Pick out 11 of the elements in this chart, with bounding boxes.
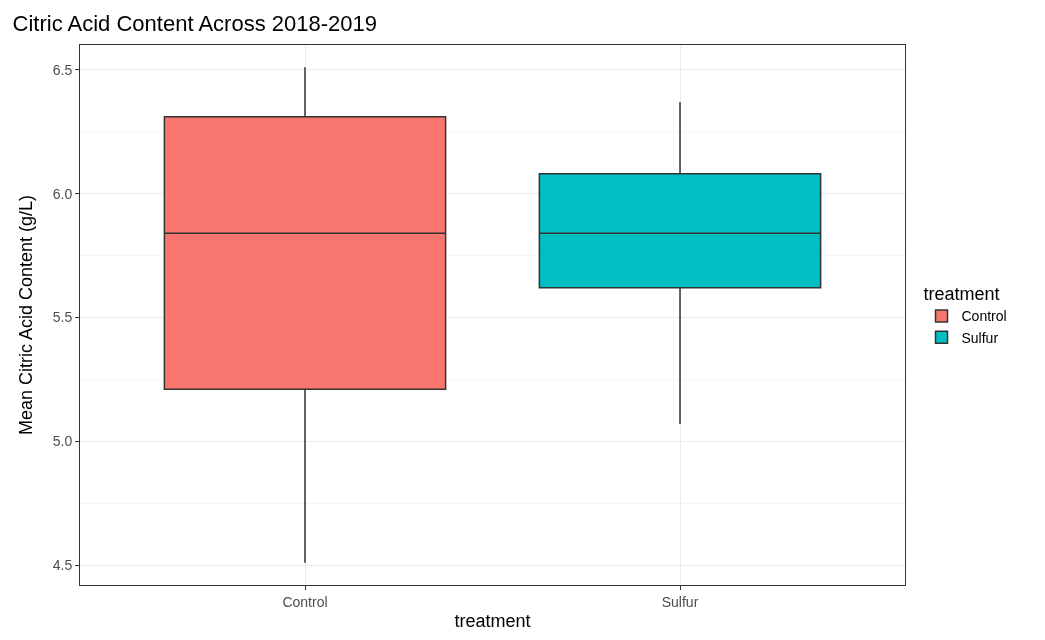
y-tick-label: 5.5 bbox=[52, 309, 73, 326]
legend-label: Sulfur bbox=[961, 329, 999, 346]
y-axis-title: Mean Citric Acid Content (g/L) bbox=[15, 194, 36, 436]
x-axis-title: treatment bbox=[454, 610, 531, 631]
legend-label: Control bbox=[961, 308, 1007, 325]
chart-title: Citric Acid Content Across 2018-2019 bbox=[12, 11, 377, 37]
y-tick-label: 6.0 bbox=[52, 185, 73, 202]
y-tick-label: 6.5 bbox=[52, 61, 73, 78]
y-tick-label: 5.0 bbox=[52, 433, 73, 450]
legend-title: treatment bbox=[923, 284, 1000, 305]
y-tick-label: 4.5 bbox=[52, 557, 73, 574]
